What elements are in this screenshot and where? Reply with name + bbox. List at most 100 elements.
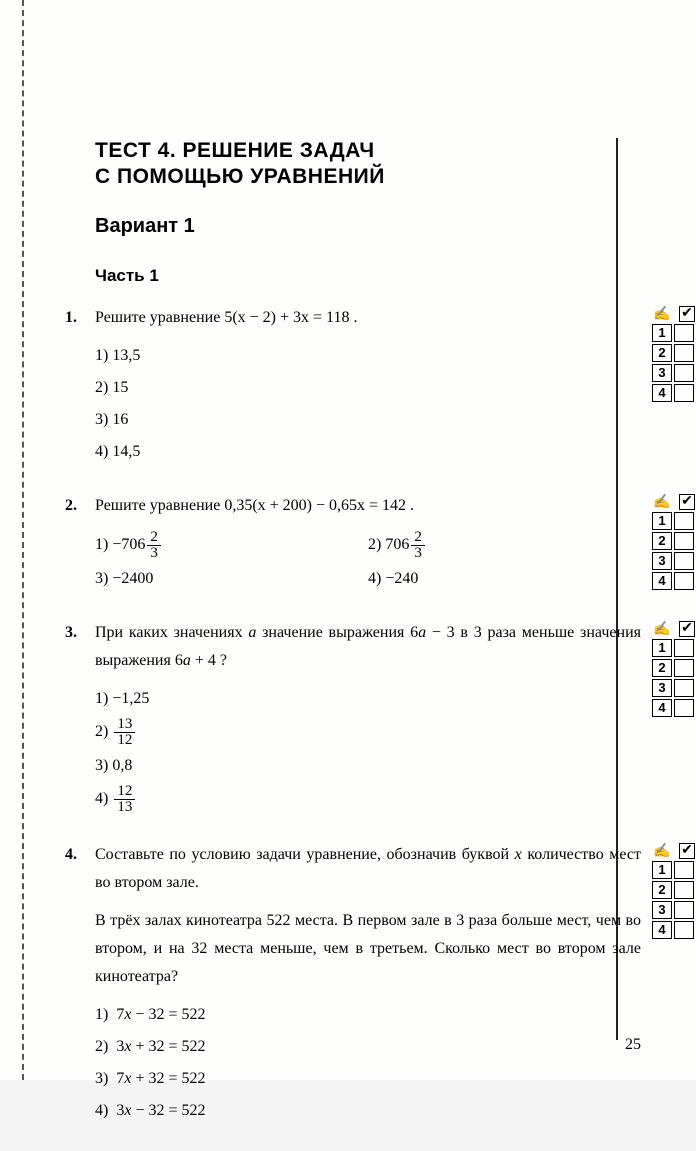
prompt-text: в <box>455 624 468 641</box>
fraction: 23 <box>411 530 425 561</box>
question-prompt: При каких значениях a значение выражения… <box>95 619 641 675</box>
option-1: 1) −70623 <box>95 530 368 561</box>
question-prompt: Решите уравнение 0,35(x + 200) − 0,65x =… <box>95 492 641 520</box>
answer-row: 4 <box>652 384 696 402</box>
option-text: 2) <box>95 723 112 740</box>
answer-box[interactable] <box>674 572 694 590</box>
page: ТЕСТ 4. РЕШЕНИЕ ЗАДАЧ С ПОМОЩЬЮ УРАВНЕНИ… <box>0 0 696 1080</box>
answer-row: 3 <box>652 901 696 919</box>
check-icon: ✔ <box>679 843 695 859</box>
answer-label: 3 <box>652 679 672 697</box>
prompt-text: При каких значениях <box>95 624 248 641</box>
answer-label: 3 <box>652 901 672 919</box>
answer-row: 1 <box>652 861 696 879</box>
answer-label: 3 <box>652 552 672 570</box>
option-3: 3) 7x + 32 = 522 <box>95 1065 641 1093</box>
numerator: 2 <box>411 530 425 546</box>
question-prompt: Решите уравнение 5(x − 2) + 3x = 118 . <box>95 304 641 332</box>
answer-box[interactable] <box>674 344 694 362</box>
answer-box[interactable] <box>674 552 694 570</box>
answer-box[interactable] <box>674 364 694 382</box>
answer-box[interactable] <box>674 512 694 530</box>
question-number: 1. <box>47 304 77 332</box>
answer-box[interactable] <box>674 861 694 879</box>
answer-row: 3 <box>652 552 696 570</box>
answer-row: 2 <box>652 881 696 899</box>
question-number: 4. <box>47 841 77 869</box>
answer-grid: ✍ ✔ 1 2 3 4 <box>652 843 696 941</box>
denominator: 12 <box>114 733 135 748</box>
pencil-icon: ✍ <box>653 623 670 637</box>
option-3: 3) 0,8 <box>95 752 641 780</box>
title-line-1: ТЕСТ 4. РЕШЕНИЕ ЗАДАЧ <box>95 139 375 162</box>
answer-label: 4 <box>652 572 672 590</box>
answer-row: 1 <box>652 639 696 657</box>
option-text: 4) <box>95 790 112 807</box>
numerator: 2 <box>147 530 161 546</box>
prompt-text: Составьте по условию задачи уравнение, о… <box>95 846 515 863</box>
answer-box[interactable] <box>674 921 694 939</box>
answer-label: 2 <box>652 344 672 362</box>
pencil-icon: ✍ <box>653 308 670 322</box>
answer-label: 1 <box>652 639 672 657</box>
title-line-2: С ПОМОЩЬЮ УРАВНЕНИЙ <box>95 165 385 188</box>
options-list: 1) −1,25 2) 1312 3) 0,8 4) 1213 <box>95 685 641 815</box>
question-3: 3. При каких значениях a значение выраже… <box>95 619 641 815</box>
option-1: 1) 13,5 <box>95 342 641 370</box>
fraction: 23 <box>147 530 161 561</box>
answer-box[interactable] <box>674 699 694 717</box>
answer-label: 4 <box>652 384 672 402</box>
equation: 0,35(x + 200) − 0,65x = 142 <box>224 497 406 514</box>
question-4: 4. Составьте по условию задачи уравнение… <box>95 841 641 1125</box>
answer-row: 3 <box>652 679 696 697</box>
answer-row: 2 <box>652 344 696 362</box>
question-2: 2. Решите уравнение 0,35(x + 200) − 0,65… <box>95 492 641 593</box>
part-heading: Часть 1 <box>95 266 641 286</box>
answer-label: 3 <box>652 364 672 382</box>
fraction: 1312 <box>114 717 135 748</box>
fraction: 1213 <box>114 784 135 815</box>
test-title: ТЕСТ 4. РЕШЕНИЕ ЗАДАЧ С ПОМОЩЬЮ УРАВНЕНИ… <box>95 138 641 191</box>
answer-row: 1 <box>652 512 696 530</box>
variant-heading: Вариант 1 <box>95 215 641 238</box>
option-1: 1) −1,25 <box>95 685 641 713</box>
period: . <box>349 309 357 326</box>
answer-box[interactable] <box>674 639 694 657</box>
denominator: 3 <box>411 546 425 561</box>
answer-label: 1 <box>652 512 672 530</box>
option-text: 1) −706 <box>95 536 145 553</box>
page-number: 25 <box>625 1036 641 1054</box>
answer-grid-header: ✍ ✔ <box>652 843 696 859</box>
answer-label: 2 <box>652 881 672 899</box>
options-list: 1) 13,5 2) 15 3) 16 4) 14,5 <box>95 342 641 466</box>
answer-box[interactable] <box>674 324 694 342</box>
option-3: 3) −2400 <box>95 565 368 593</box>
option-3: 3) 16 <box>95 406 641 434</box>
prompt-text: значение выражения <box>256 624 410 641</box>
answer-grid: ✍ ✔ 1 2 3 4 <box>652 494 696 592</box>
answer-row: 4 <box>652 572 696 590</box>
answer-box[interactable] <box>674 659 694 677</box>
answer-grid-header: ✍ ✔ <box>652 494 696 510</box>
option-2: 2) 3x + 32 = 522 <box>95 1033 641 1061</box>
option-2: 2) 1312 <box>95 717 641 748</box>
prompt-text: Решите уравнение <box>95 497 224 514</box>
answer-label: 4 <box>652 699 672 717</box>
question-secondary: В трёх залах кинотеатра 522 места. В пер… <box>95 907 641 991</box>
answer-row: 3 <box>652 364 696 382</box>
answer-label: 4 <box>652 921 672 939</box>
answer-box[interactable] <box>674 384 694 402</box>
answer-box[interactable] <box>674 881 694 899</box>
expression: 6a + 4 <box>175 652 216 669</box>
answer-label: 2 <box>652 659 672 677</box>
answer-box[interactable] <box>674 679 694 697</box>
answer-grid: ✍ ✔ 1 2 3 4 <box>652 621 696 719</box>
numerator: 12 <box>114 784 135 800</box>
pencil-icon: ✍ <box>653 845 670 859</box>
check-icon: ✔ <box>679 494 695 510</box>
answer-box[interactable] <box>674 532 694 550</box>
answer-box[interactable] <box>674 901 694 919</box>
answer-row: 2 <box>652 659 696 677</box>
answer-label: 1 <box>652 861 672 879</box>
options-grid: 1) −70623 2) 70623 3) −2400 4) −240 <box>95 530 641 593</box>
